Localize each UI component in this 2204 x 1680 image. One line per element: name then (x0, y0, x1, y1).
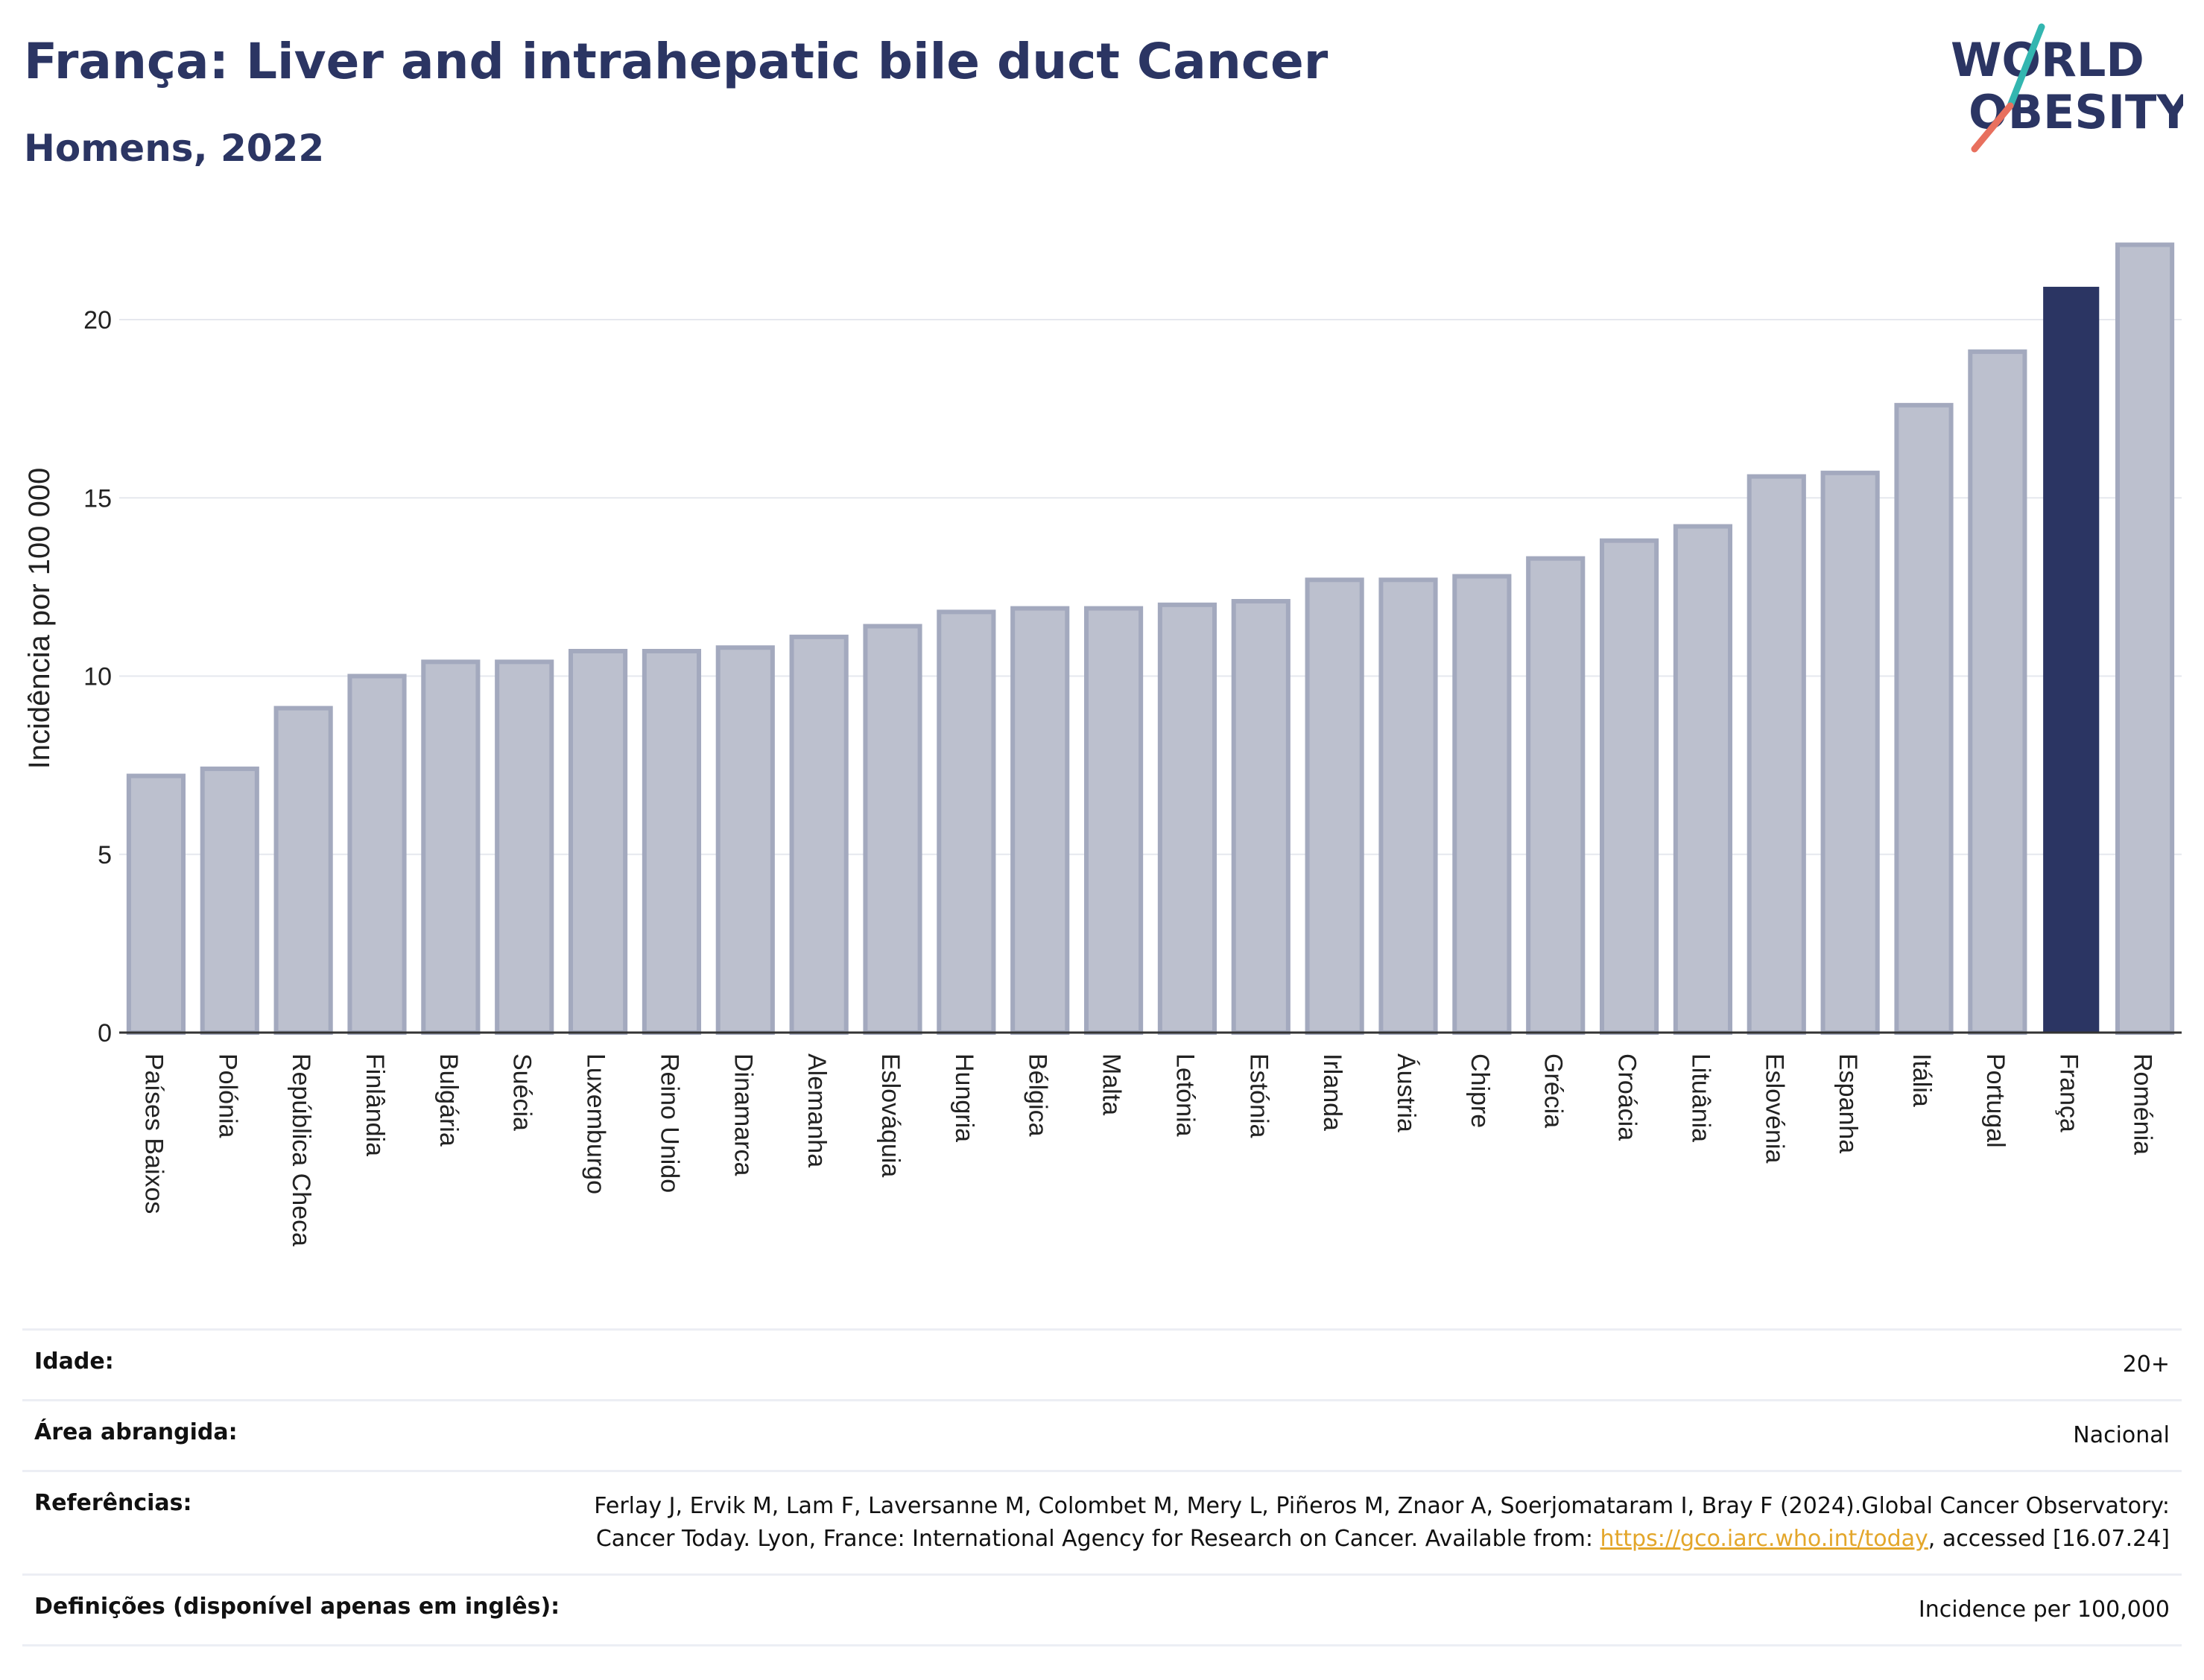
references-accessed: , accessed [16.07.24] (1928, 1526, 2170, 1552)
bar-bélgica[interactable] (1010, 606, 1070, 1035)
bar-luxemburgo[interactable] (568, 649, 628, 1035)
x-tick-label: Áustria (1392, 1053, 1420, 1132)
bar-lituânia[interactable] (1673, 524, 1733, 1035)
logo-slash-coral (1971, 102, 2014, 153)
bar-polónia[interactable] (200, 766, 259, 1036)
x-tick-label: Bulgária (434, 1053, 463, 1147)
bar-espanha[interactable] (1820, 470, 1880, 1035)
x-tick-label: Espanha (1834, 1053, 1862, 1153)
age-value: 20+ (2122, 1351, 2170, 1378)
x-tick-label: Luxemburgo (582, 1053, 610, 1194)
x-tick-label: Letónia (1171, 1053, 1199, 1137)
bar-dinamarca[interactable] (715, 645, 775, 1035)
bar-países-baixos[interactable] (126, 773, 186, 1035)
age-label: Idade: (34, 1348, 114, 1375)
y-tick-label: 20 (83, 306, 112, 335)
x-tick-label: Chipre (1466, 1053, 1494, 1128)
bars (126, 242, 2175, 1036)
logo-text-world: WORLD (1951, 33, 2144, 87)
area-label: Área abrangida: (34, 1419, 238, 1445)
bar-finlândia[interactable] (347, 673, 407, 1035)
references-value: Ferlay J, Ervik M, Lam F, Laversanne M, … (568, 1490, 2170, 1556)
x-tick-label: Alemanha (802, 1053, 831, 1167)
metadata-table: Idade: 20+ Área abrangida: Nacional Refe… (22, 1328, 2182, 1646)
bar-estónia[interactable] (1231, 599, 1291, 1035)
bar-república-checa[interactable] (273, 706, 333, 1035)
bar-roménia[interactable] (2115, 242, 2175, 1035)
y-tick-label: 10 (83, 663, 112, 691)
bar-suécia[interactable] (495, 659, 554, 1035)
y-axis-ticks: 0 5 10 15 20 (83, 306, 112, 1047)
x-axis-labels: Países Baixos Polónia República Checa Finlâ… (139, 1053, 2156, 1246)
chart-title: França: Liver and intrahepatic bile duct… (24, 33, 1329, 90)
x-tick-label: Roménia (2129, 1053, 2157, 1155)
logo-slash-teal (2007, 23, 2045, 110)
area-value: Nacional (2073, 1422, 2170, 1448)
chart-subtitle: Homens, 2022 (24, 127, 325, 170)
bar-áustria[interactable] (1378, 577, 1438, 1035)
meta-row-age: Idade: 20+ (22, 1328, 2182, 1399)
bar-chipre[interactable] (1452, 574, 1512, 1035)
y-tick-label: 15 (83, 484, 112, 513)
bar-portugal[interactable] (1968, 349, 2027, 1035)
x-tick-label: Irlanda (1318, 1053, 1346, 1131)
x-tick-label: França (2055, 1053, 2083, 1132)
x-tick-label: Grécia (1539, 1053, 1568, 1128)
x-tick-label: República Checa (287, 1053, 315, 1246)
x-tick-label: Malta (1098, 1053, 1126, 1115)
bar-croácia[interactable] (1599, 538, 1659, 1035)
x-tick-label: Finlândia (361, 1053, 389, 1156)
x-tick-label: Eslovénia (1760, 1053, 1788, 1164)
y-axis-label: Incidência por 100 000 (23, 468, 56, 770)
bar-alemanha[interactable] (789, 634, 849, 1035)
x-tick-label: Bélgica (1024, 1053, 1052, 1137)
bar-eslovénia[interactable] (1747, 474, 1806, 1035)
x-tick-label: Portugal (1981, 1053, 2010, 1148)
meta-row-definitions: Definições (disponível apenas em inglês)… (22, 1573, 2182, 1646)
meta-row-area: Área abrangida: Nacional (22, 1399, 2182, 1470)
y-tick-label: 0 (98, 1019, 112, 1047)
references-label: Referências: (34, 1490, 192, 1516)
bar-irlanda[interactable] (1305, 577, 1364, 1035)
bar-letónia[interactable] (1157, 602, 1217, 1035)
x-tick-label: Países Baixos (139, 1053, 168, 1214)
bar-grécia[interactable] (1526, 556, 1586, 1035)
x-tick-label: Suécia (508, 1053, 536, 1131)
references-text: Ferlay J, Ervik M, Lam F, Laversanne M, … (594, 1493, 2170, 1552)
x-tick-label: Itália (1907, 1053, 1936, 1107)
x-tick-label: Eslováquia (876, 1053, 905, 1177)
x-tick-label: Estónia (1244, 1053, 1273, 1138)
definitions-value: Incidence per 100,000 (1918, 1597, 2170, 1623)
bar-eslováquia[interactable] (863, 624, 922, 1035)
bar-bulgária[interactable] (421, 659, 481, 1035)
meta-row-references: Referências: Ferlay J, Ervik M, Lam F, L… (22, 1470, 2182, 1573)
x-tick-label: Lituânia (1686, 1053, 1714, 1142)
definitions-label: Definições (disponível apenas em inglês)… (34, 1594, 560, 1620)
y-tick-label: 5 (98, 841, 112, 869)
x-tick-label: Hungria (950, 1053, 978, 1142)
references-link[interactable]: https://gco.iarc.who.int/today (1600, 1526, 1928, 1552)
bar-chart: 0 5 10 15 20 Países Baixos Polónia República C… (23, 242, 2182, 1246)
x-tick-label: Croácia (1613, 1053, 1641, 1141)
x-tick-label: Polónia (213, 1053, 241, 1138)
x-tick-label: Dinamarca (729, 1053, 757, 1176)
bar-itália[interactable] (1894, 402, 1954, 1035)
world-obesity-logo: WORLD OBESITY (1951, 23, 2183, 153)
bar-malta[interactable] (1083, 606, 1144, 1035)
bar-hungria[interactable] (937, 609, 996, 1035)
bar-reino-unido[interactable] (642, 649, 702, 1035)
bar-frança[interactable] (2043, 286, 2100, 1033)
x-tick-label: Reino Unido (655, 1053, 683, 1193)
